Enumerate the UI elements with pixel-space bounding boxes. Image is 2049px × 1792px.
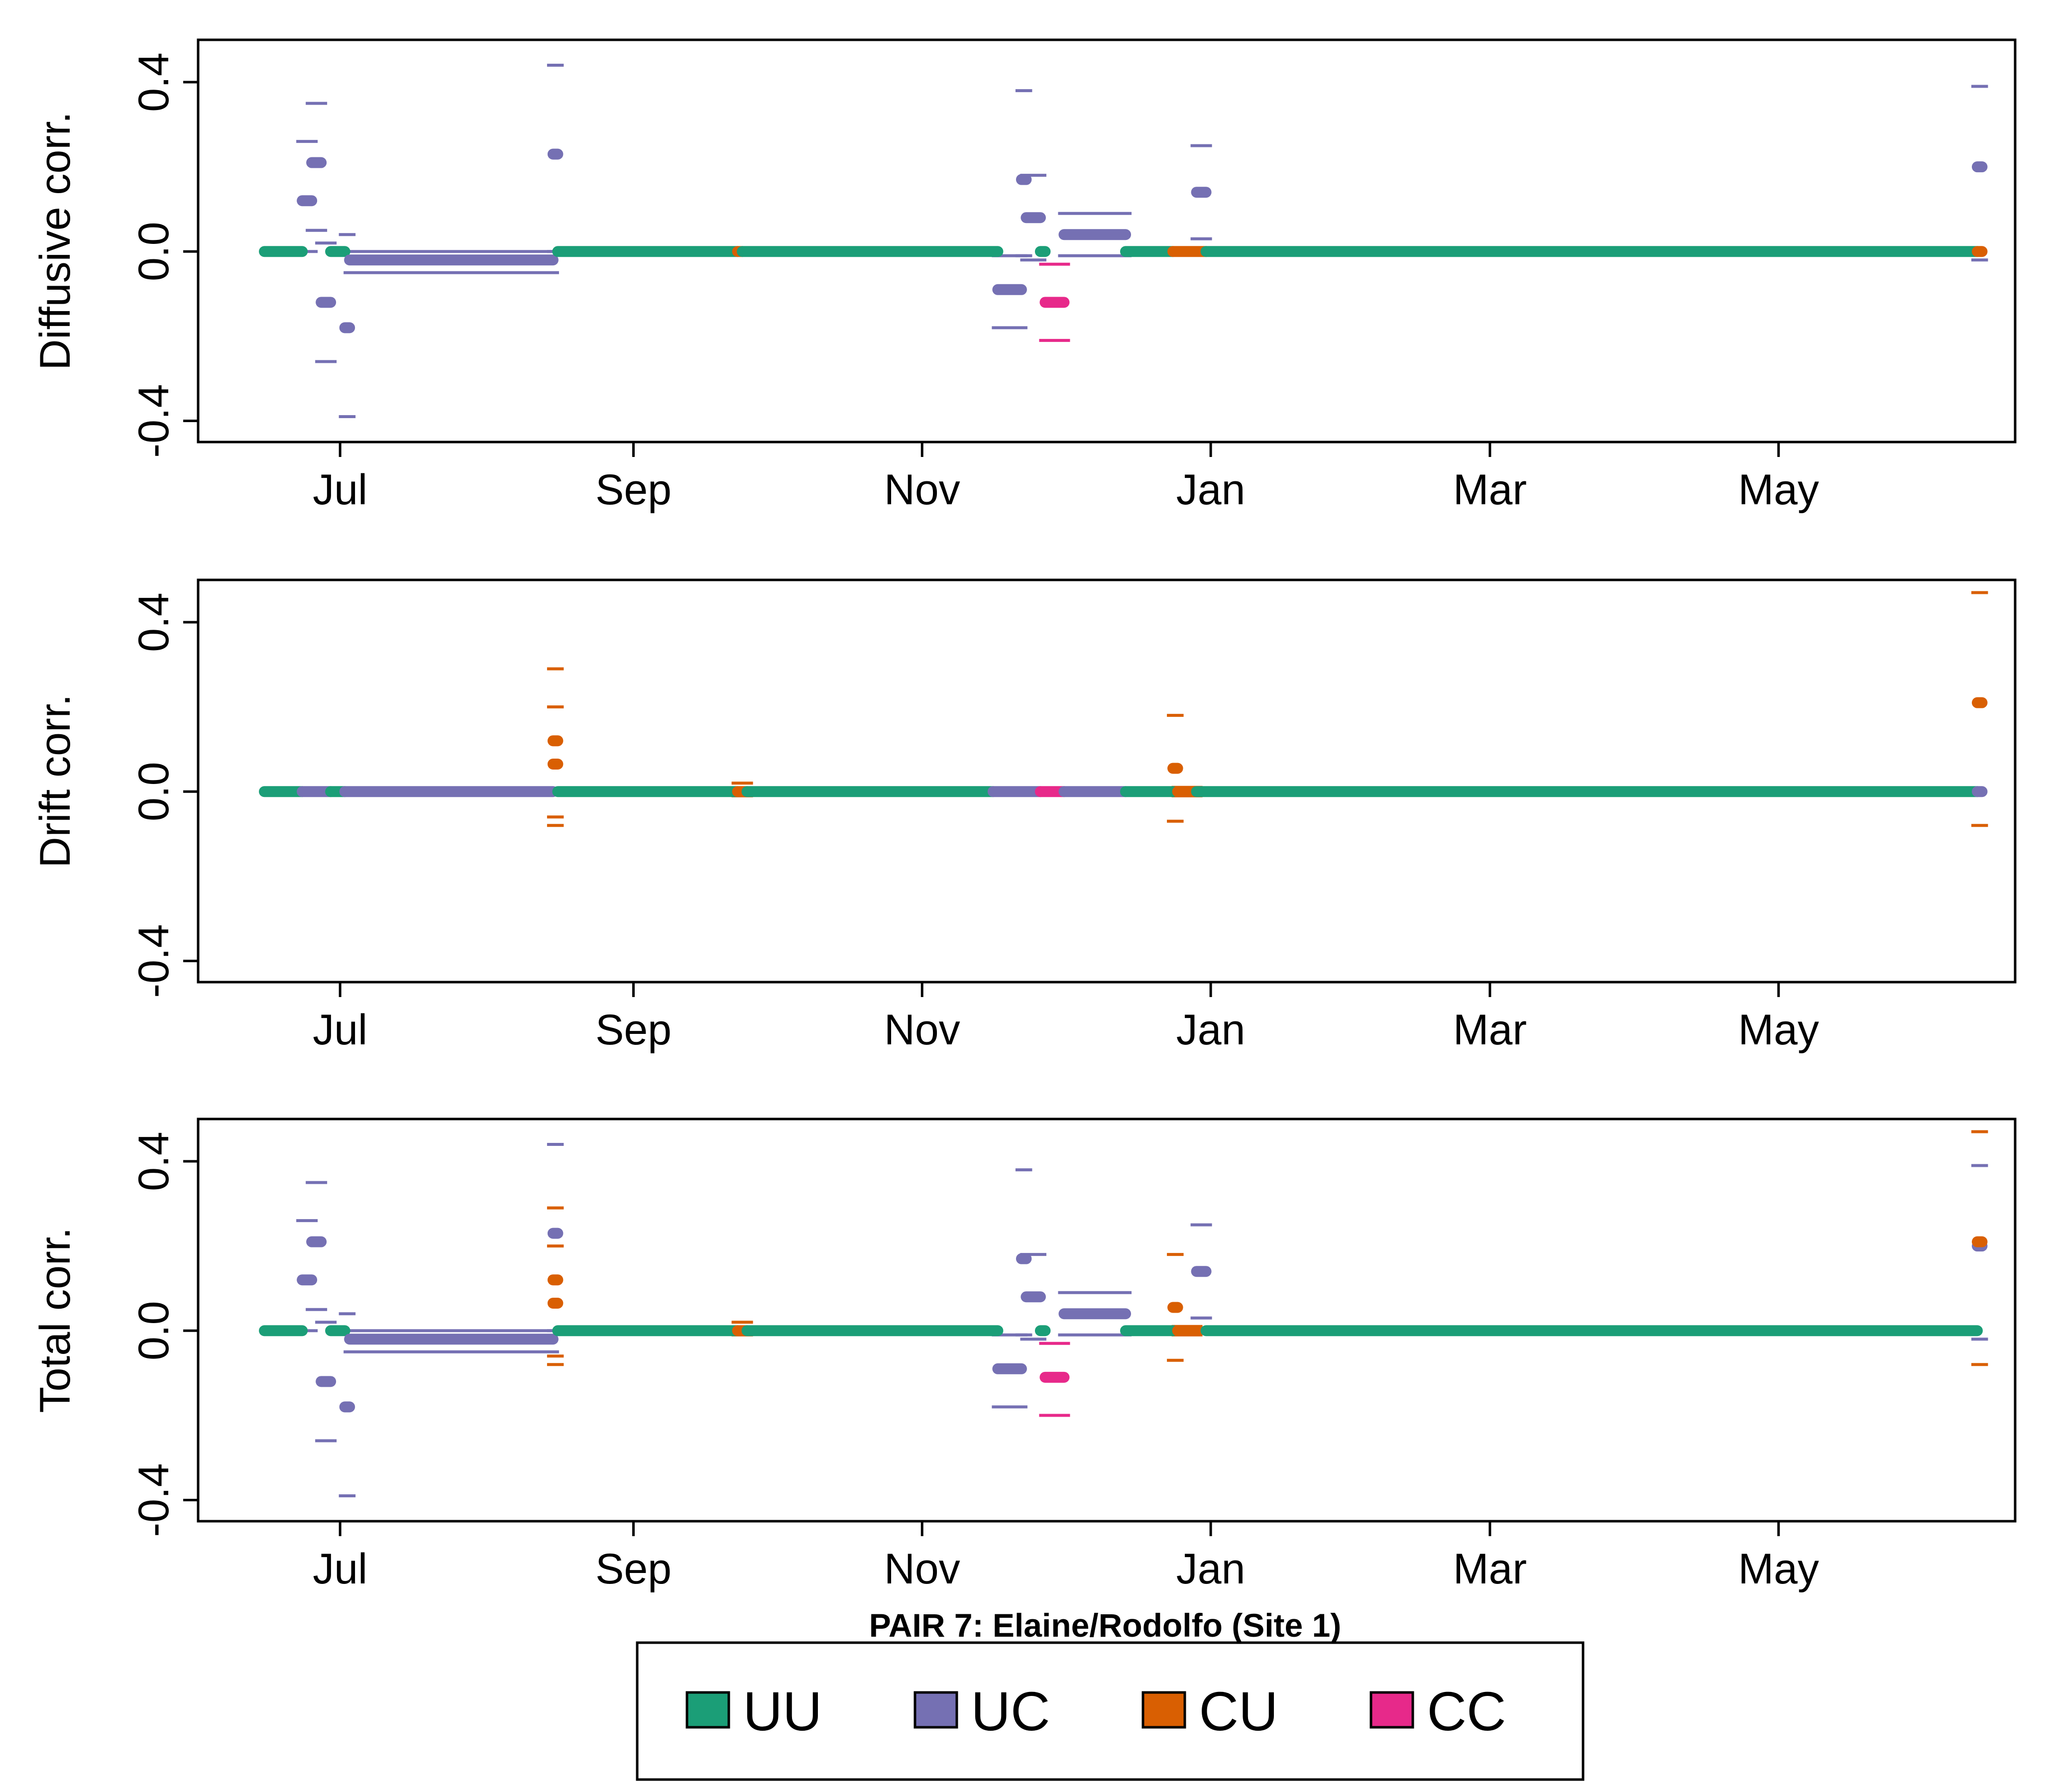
x-tick-label: Jul [313, 466, 367, 514]
legend-label-uu: UU [743, 1681, 822, 1742]
caption: PAIR 7: Elaine/Rodolfo (Site 1) [869, 1607, 1342, 1644]
x-tick-label: Sep [595, 1006, 672, 1054]
y-tick-label: 0.0 [130, 1301, 178, 1360]
y-tick-label: 0.0 [130, 762, 178, 821]
x-tick-label: May [1738, 1006, 1819, 1054]
plot-frame [197, 1118, 2017, 1523]
panel-total-corr: -0.4 0.0 0.4 Jul Sep Nov Jan Mar May Total corr. [31, 1118, 2017, 1593]
y-axis-label: Total corr. [31, 1228, 79, 1413]
legend-swatch-cu [1141, 1691, 1186, 1729]
y-tick-label: -0.4 [130, 384, 178, 457]
y-axis-label: Drift corr. [31, 694, 79, 868]
legend-label-uc: UC [971, 1681, 1050, 1742]
y-tick-label: 0.4 [130, 592, 178, 652]
legend-swatch-cc [1369, 1691, 1414, 1729]
x-tick-label: Nov [884, 1006, 960, 1054]
x-tick-label: Mar [1453, 1006, 1527, 1054]
legend-box [636, 1641, 1585, 1781]
legend-swatch-uc [913, 1691, 958, 1729]
x-tick-label: Sep [595, 466, 672, 514]
x-tick-label: Jan [1176, 1006, 1246, 1054]
panel-drift-corr: -0.4 0.0 0.4 Jul Sep Nov Jan Mar May Drift corr. [31, 578, 2017, 1054]
y-tick-label: 0.0 [130, 222, 178, 281]
legend-label-cu: CU [1199, 1681, 1278, 1742]
panel-diffusive-corr: -0.4 0.0 0.4 Jul Sep Nov Jan Mar May Diffusive co… [31, 38, 2017, 514]
x-tick-label: May [1738, 466, 1819, 514]
x-tick-label: Jan [1176, 466, 1246, 514]
y-tick-label: 0.4 [130, 52, 178, 112]
y-axis-label: Diffusive corr. [31, 112, 79, 370]
plot-frame [197, 38, 2017, 444]
plot-frame [197, 578, 2017, 984]
x-tick-label: Nov [884, 466, 960, 514]
y-tick-label: -0.4 [130, 924, 178, 998]
x-tick-label: Jul [313, 1006, 367, 1054]
x-tick-label: Jul [313, 1545, 367, 1593]
legend-label-cc: CC [1427, 1681, 1506, 1742]
legend-swatch-uu [685, 1691, 730, 1729]
y-tick-label: -0.4 [130, 1463, 178, 1537]
x-tick-label: Mar [1453, 466, 1527, 514]
legend: UU UC CU CC [636, 1641, 1585, 1781]
x-tick-label: Sep [595, 1545, 672, 1593]
y-tick-label: 0.4 [130, 1131, 178, 1191]
x-tick-label: Jan [1176, 1545, 1246, 1593]
x-tick-label: Nov [884, 1545, 960, 1593]
x-tick-label: Mar [1453, 1545, 1527, 1593]
x-tick-label: May [1738, 1545, 1819, 1593]
